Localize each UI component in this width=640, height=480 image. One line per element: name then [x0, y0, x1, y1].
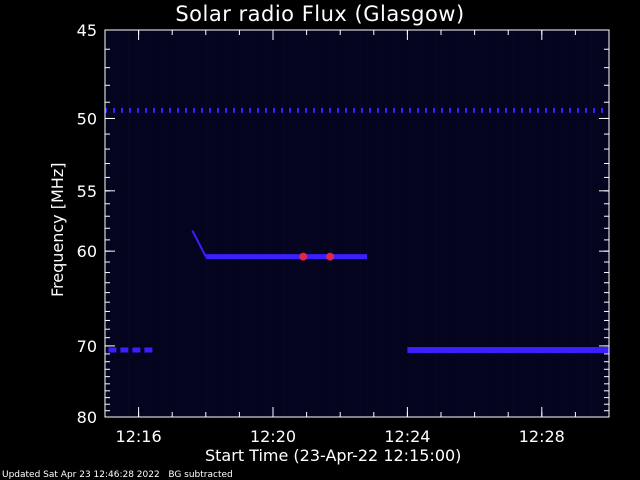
chart-title: Solar radio Flux (Glasgow)	[175, 2, 465, 26]
bg-subtracted-text: BG subtracted	[168, 470, 233, 480]
y-tick-label: 45	[77, 21, 97, 40]
y-tick-label: 55	[77, 182, 97, 201]
y-tick-label: 60	[77, 242, 97, 261]
x-tick-label: 12:24	[384, 427, 430, 446]
burst-drift	[191, 230, 207, 258]
y-axis-label: Frequency [MHz]	[48, 162, 67, 297]
x-axis-label: Start Time (23-Apr-22 12:15:00)	[205, 446, 462, 465]
x-tick-label: 12:16	[116, 427, 162, 446]
burst-hotspot	[299, 252, 308, 261]
x-tick-label: 12:20	[250, 427, 296, 446]
footer-status: Updated Sat Apr 23 12:46:28 2022 BG subt…	[2, 470, 233, 480]
y-tick-label: 50	[77, 109, 97, 128]
x-tick-label: 12:28	[519, 427, 565, 446]
plot-background	[105, 30, 609, 417]
y-tick-label: 70	[77, 337, 97, 356]
plot-frame	[104, 29, 610, 418]
y-tick-label: 80	[77, 408, 97, 427]
updated-text: Updated Sat Apr 23 12:46:28 2022	[2, 470, 160, 480]
burst-hotspot	[326, 252, 335, 261]
